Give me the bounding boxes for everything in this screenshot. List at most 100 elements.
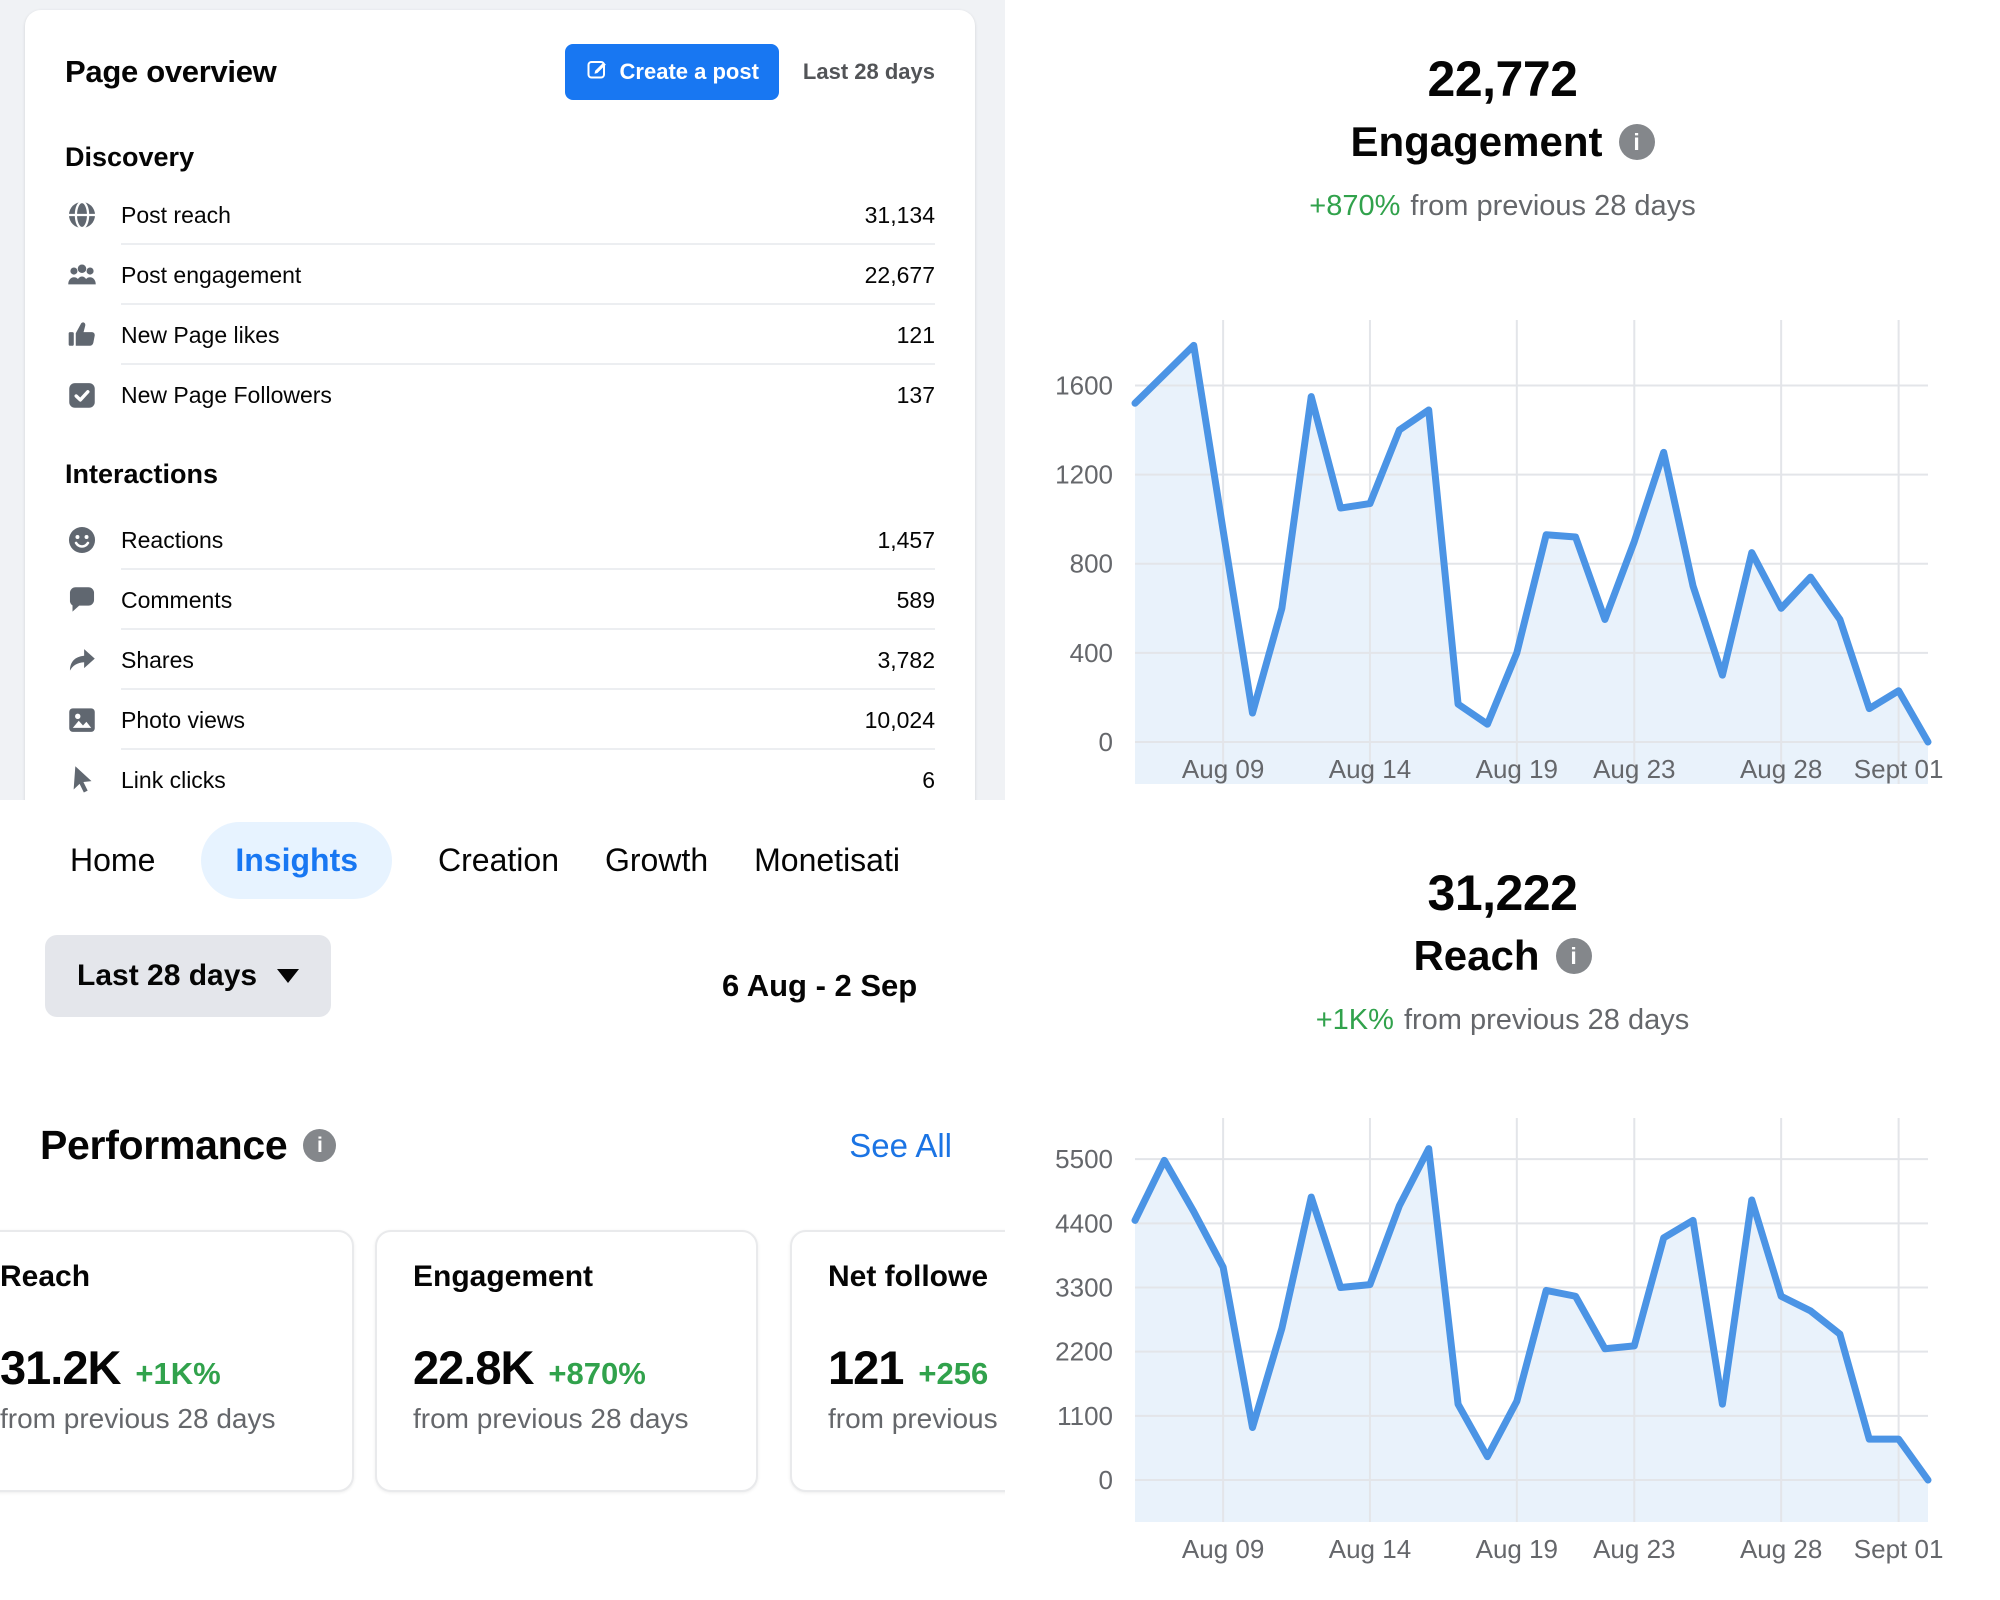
metric-value: 31,134 [864,201,935,228]
overview-metric-sections: Discovery Post reach 31,134 Post engagement… [65,142,935,800]
cursor-icon [65,763,99,797]
x-axis-tick: Aug 28 [1740,1534,1822,1564]
metric-value: 137 [896,381,935,408]
engagement-delta: +870% [1309,190,1401,222]
page-overview-card: Page overview Create a post Last 28 days… [25,10,975,800]
x-axis-tick: Aug 28 [1740,754,1822,784]
see-all-link[interactable]: See All [849,1126,952,1164]
card-title: Net followe [828,1260,989,1293]
performance-card-engagement[interactable]: Engagement 22.8K +870% from previous 28 day… [375,1230,758,1492]
chart-line [1131,341,1932,746]
create-post-label: Create a post [619,59,759,84]
overview-metric-row: New Page Followers 137 [65,365,935,425]
date-range-dropdown[interactable]: Last 28 days [45,935,332,1017]
info-icon[interactable] [1555,938,1592,974]
comment-icon [65,583,99,617]
card-caption: from previous 28 days [413,1403,689,1434]
card-value: 121 [828,1341,904,1394]
y-axis-tick: 0 [1099,727,1113,757]
create-post-button[interactable]: Create a post [564,44,779,100]
overview-metric-row: New Page likes 121 [65,305,935,365]
x-axis-tick: Aug 14 [1329,1534,1411,1564]
reach-chart[interactable]: 0 1100 2200 3300 4400 5500 Aug 09 Aug 14 Aug 19 A… [1050,1090,1950,1590]
x-axis-tick: Sept 01 [1854,754,1944,784]
tab-growth[interactable]: Growth [604,842,709,878]
metric-label: Link clicks [121,766,226,793]
page-overview-header: Page overview Create a post Last 28 days [65,44,935,100]
x-axis-tick: Aug 23 [1593,754,1675,784]
date-range-dropdown-label: Last 28 days [77,959,258,992]
metric-value: 1,457 [877,526,935,553]
engagement-chart-panel: 22,772 Engagement +870% from previous 28 … [1005,0,2000,800]
tab-insights[interactable]: Insights [201,822,393,899]
engagement-chart[interactable]: 0 400 800 1200 1600 Aug 09 Aug 14 Aug 19 Aug 23 A… [1050,318,1950,798]
date-range-text: 6 Aug - 2 Sep [722,968,918,1003]
overview-section-heading: Discovery [65,142,195,172]
follower-check-icon [65,378,99,412]
overview-section-heading: Interactions [65,459,219,489]
reach-delta-caption: from previous 28 days [1403,1004,1690,1036]
info-icon[interactable] [1618,124,1655,160]
metric-value: 6 [922,766,935,793]
engagement-total: 22,772 [1427,51,1578,107]
card-title: Engagement [413,1260,594,1293]
metric-value: 589 [896,586,935,613]
card-caption: from previous [828,1403,998,1434]
metric-label: Post engagement [121,261,302,288]
card-delta: +1K% [135,1356,221,1391]
metric-label: Comments [121,586,233,613]
x-axis-tick: Aug 09 [1182,1534,1264,1564]
chart-area-fill [1135,345,1928,784]
y-axis-tick: 0 [1099,1465,1113,1495]
card-value: 31.2K [0,1341,121,1394]
tab-creation[interactable]: Creation [438,842,559,878]
chart-line [1131,1145,1932,1484]
x-axis-tick: Aug 23 [1593,1534,1675,1564]
engagement-summary: 22,772 Engagement +870% from previous 28 … [1005,0,2000,223]
performance-card-reach[interactable]: Reach 31.2K +1K% from previous 28 days [0,1230,354,1492]
page-overview-panel: Page overview Create a post Last 28 days… [0,0,1005,800]
overview-metric-row: Link clicks 6 [65,750,935,800]
engagement-metric-label: Engagement [1350,118,1603,165]
metric-value: 121 [896,321,935,348]
y-axis-tick: 800 [1070,549,1113,579]
metric-label: New Page Followers [121,381,332,408]
metric-label: Shares [121,646,194,673]
overview-range-label: Last 28 days [802,59,935,84]
y-axis-tick: 400 [1070,638,1113,668]
share-icon [65,643,99,677]
overview-metric-row: Comments 589 [65,570,935,630]
metric-label: Reactions [121,526,224,553]
performance-card-net-followe[interactable]: Net followe 121 +256 from previous [790,1230,1005,1492]
overview-metric-row: Post engagement 22,677 [65,245,935,305]
x-axis-tick: Aug 14 [1329,754,1411,784]
card-caption: from previous 28 days [0,1403,276,1434]
y-axis-tick: 5500 [1055,1144,1113,1174]
performance-title: Performance [40,1122,288,1168]
reach-summary: 31,222 Reach +1K% from previous 28 days [1005,800,2000,1037]
metric-value: 10,024 [864,706,935,733]
x-axis-tick: Aug 19 [1476,754,1558,784]
compose-icon [585,57,609,87]
chart-area-fill [1135,1148,1928,1522]
card-value: 22.8K [413,1341,534,1394]
metric-value: 22,677 [864,261,935,288]
overview-metric-row: Shares 3,782 [65,630,935,690]
card-title: Reach [0,1260,91,1293]
overview-metric-row: Reactions 1,457 [65,510,935,570]
overview-metric-row: Post reach 31,134 [65,185,935,245]
y-axis-tick: 3300 [1055,1273,1113,1303]
reach-delta: +1K% [1315,1004,1394,1036]
chevron-down-icon [277,969,300,983]
page-overview-title: Page overview [65,54,277,89]
tab-home[interactable]: Home [70,842,156,878]
overview-metric-row: Photo views 10,024 [65,690,935,750]
info-icon[interactable] [303,1129,337,1162]
engagement-delta-caption: from previous 28 days [1410,190,1696,222]
metric-value: 3,782 [877,646,935,673]
x-axis-tick: Aug 19 [1476,1534,1558,1564]
card-delta: +256 [918,1356,989,1391]
tab-monetisati[interactable]: Monetisati [754,842,900,878]
people-icon [65,258,99,292]
